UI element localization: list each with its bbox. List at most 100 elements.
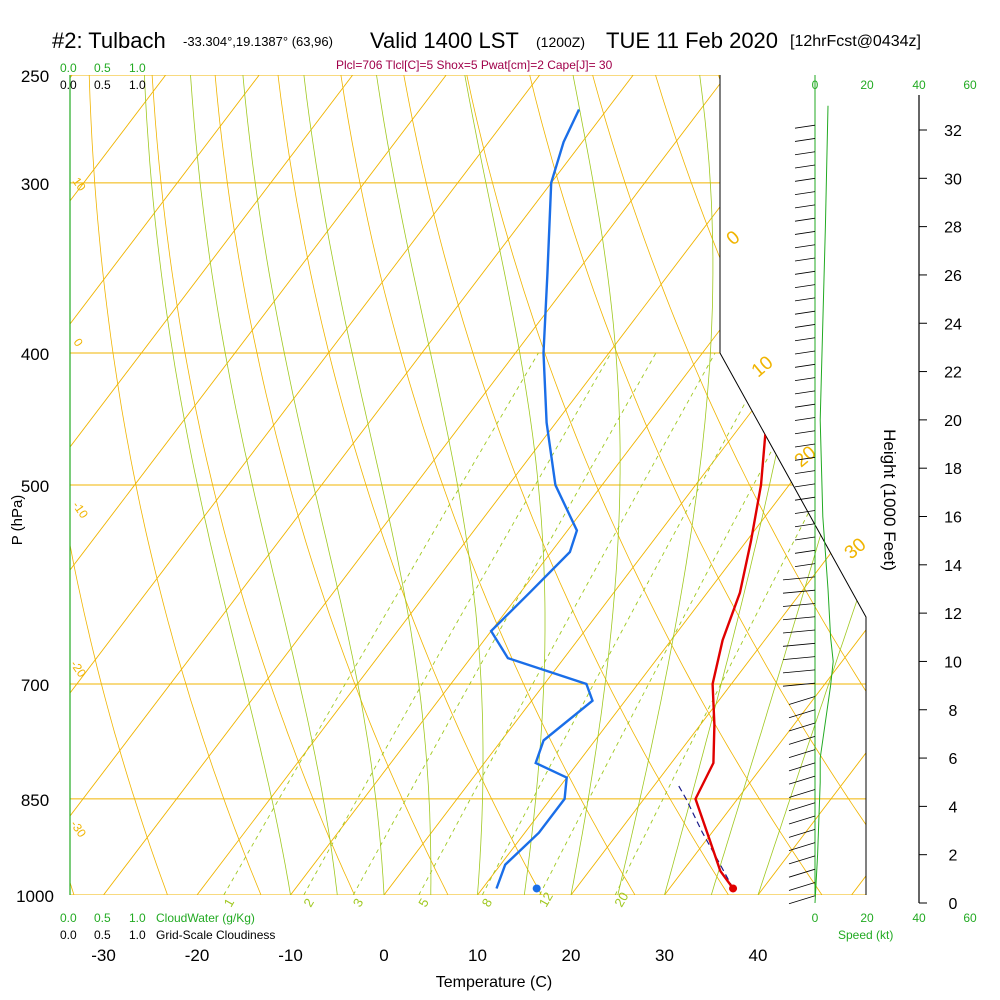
cloudwater-label: CloudWater (g/Kg)	[156, 911, 255, 925]
cloudiness-bottom-0: 0.0	[60, 928, 77, 942]
height-tick-label-22: 22	[944, 365, 962, 382]
surface-dewpoint-marker	[532, 884, 541, 893]
mixing-ratio-label-20: 20	[611, 889, 631, 909]
dewpoint-profile-line	[489, 108, 594, 889]
wind-barb	[788, 815, 816, 825]
height-tick-label-14: 14	[944, 558, 962, 575]
height-tick-label-8: 8	[949, 703, 958, 720]
speed-top-60: 60	[963, 78, 977, 92]
isotherm-label--20: -20	[68, 658, 90, 681]
cloud-scale-bottom: 0.0 0.5 1.0 CloudWater (g/Kg) 0.0 0.5 1.…	[60, 911, 275, 942]
wind-barb	[794, 377, 816, 381]
wind-barb	[794, 470, 816, 474]
pressure-tick-label-250: 250	[21, 67, 49, 86]
wind-barb	[794, 443, 816, 448]
speed-bottom-0: 0	[812, 911, 819, 925]
dry-adiabat-line	[395, 75, 748, 895]
isotherm-line	[945, 75, 1000, 895]
cloudwater-top-1: 0.5	[94, 61, 111, 75]
moist-adiabat-line	[710, 75, 866, 895]
wind-barb	[794, 217, 816, 222]
mixing-ratio-label-8: 8	[479, 896, 496, 910]
surface-temperature-marker	[729, 884, 738, 893]
wind-barb	[794, 124, 816, 129]
wind-barb	[788, 789, 816, 798]
height-tick-label-24: 24	[944, 316, 962, 333]
speed-top-40: 40	[912, 78, 926, 92]
speed-bottom-40: 40	[912, 911, 926, 925]
moist-adiabat-line	[567, 75, 621, 895]
wind-barb	[788, 828, 816, 838]
height-tick-label-10: 10	[944, 654, 962, 671]
wind-barb	[794, 456, 816, 461]
isotherm-label-0: 0	[71, 336, 86, 350]
speed-bottom-60: 60	[963, 911, 977, 925]
height-tick-label-30: 30	[944, 171, 962, 188]
stability-parameters: Plcl=706 Tlcl[C]=5 Shox=5 Pwat[cm]=2 Cap…	[336, 58, 613, 72]
wind-barb	[794, 363, 816, 368]
wind-barb	[794, 164, 816, 169]
moist-adiabat-line	[300, 75, 432, 895]
pressure-tick-label-700: 700	[21, 676, 49, 695]
height-tick-label-18: 18	[944, 461, 962, 478]
wind-barb	[788, 722, 816, 732]
wind-barb	[794, 297, 816, 302]
isotherm-line	[70, 75, 447, 895]
pressure-tick-label-1000: 1000	[16, 887, 54, 906]
isotherm-line	[570, 75, 866, 895]
isotherm-line	[477, 75, 866, 895]
wind-barb	[782, 656, 816, 661]
dry-adiabat-line	[825, 75, 866, 895]
wind-barb	[788, 735, 816, 745]
dry-adiabat-line	[149, 75, 369, 895]
moist-adiabat-line	[372, 75, 484, 895]
wind-barb	[788, 762, 816, 772]
mixing-ratio-label-3: 3	[350, 896, 367, 910]
wind-barb	[794, 483, 816, 488]
mixing-ratio-line	[539, 352, 825, 895]
wind-barb	[782, 589, 816, 594]
wind-barb	[788, 749, 816, 758]
cloudwater-bottom-1: 0.5	[94, 911, 111, 925]
wind-barb	[794, 510, 816, 514]
temperature-tick-label-10: 10	[468, 946, 487, 965]
station-title: #2: Tulbach	[52, 28, 166, 53]
temperature-tick-label-0: 0	[379, 946, 388, 965]
wind-barb	[788, 802, 816, 812]
isotherm-line	[70, 75, 634, 895]
wind-barb	[794, 151, 816, 156]
mixing-ratio-line	[614, 352, 866, 895]
wind-barb	[794, 430, 816, 435]
mixing-ratio-label-2: 2	[300, 896, 317, 910]
cloudwater-bottom-0: 0.0	[60, 911, 77, 925]
mixing-ratio-label-12: 12	[536, 889, 556, 909]
wind-barb	[794, 496, 816, 501]
isotherm-label-10: 10	[70, 175, 89, 194]
dry-adiabat-line	[70, 75, 179, 895]
cloudiness-top-2: 1.0	[129, 78, 146, 92]
parcel-profile-line	[677, 784, 734, 889]
wind-barb	[794, 204, 816, 209]
moist-adiabat-line	[240, 75, 385, 895]
isotherm-label--30: -30	[68, 818, 90, 841]
mixing-ratio-line	[352, 352, 657, 895]
wind-barb	[782, 669, 816, 674]
wind-barb	[788, 855, 816, 865]
height-tick-label-16: 16	[944, 510, 962, 527]
isotherm-line	[851, 75, 866, 895]
wind-barb	[794, 549, 816, 554]
forecast-info: [12hrFcst@0434z]	[790, 33, 921, 50]
cloudiness-bottom-1: 0.5	[94, 928, 111, 942]
temperature-tick-label--30: -30	[91, 946, 116, 965]
wind-barb	[794, 310, 816, 315]
dry-adiabat-line	[517, 75, 866, 895]
height-tick-label-6: 6	[949, 751, 958, 768]
wind-barb	[794, 270, 816, 275]
isotherm-line	[103, 75, 728, 895]
speed-label: Speed (kt)	[838, 928, 893, 942]
cloudwater-top-2: 1.0	[129, 61, 146, 75]
wind-barb	[794, 390, 816, 395]
mixing-ratio-label-1: 1	[221, 896, 238, 910]
isotherm-label--10: -10	[70, 499, 92, 522]
pressure-tick-label-850: 850	[21, 791, 49, 810]
